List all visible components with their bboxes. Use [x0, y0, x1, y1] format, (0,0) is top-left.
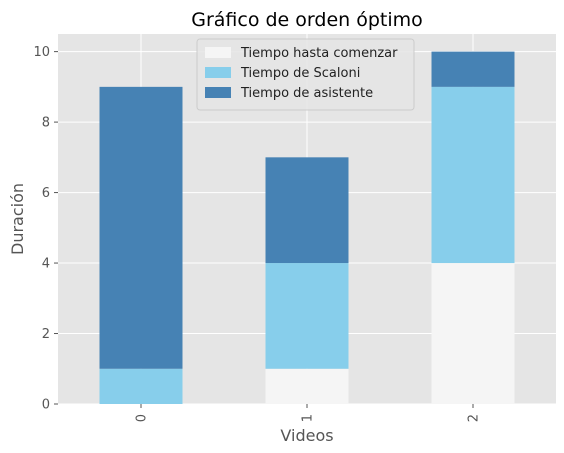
x-axis-label: Videos	[280, 426, 333, 445]
bar-segment-0-1	[265, 368, 349, 404]
bars	[99, 51, 515, 404]
bar-segment-2-2	[431, 51, 515, 87]
y-tick-label: 2	[42, 327, 50, 342]
x-tick-label: 0	[135, 414, 150, 422]
y-tick-label: 6	[42, 186, 50, 201]
legend-swatch	[205, 47, 231, 58]
chart-title: Gráfico de orden óptimo	[191, 9, 423, 31]
bar-segment-1-2	[431, 86, 515, 264]
legend-swatch	[205, 87, 231, 98]
bar-segment-1-0	[99, 368, 183, 404]
y-axis-ticks: 0 2 4 6 8 10	[33, 45, 58, 413]
y-tick-label: 0	[42, 398, 50, 413]
legend-entry: Tiempo de asistente	[240, 86, 373, 101]
legend-box	[196, 38, 415, 111]
x-tick-label: 1	[301, 414, 316, 422]
bar-segment-2-0	[99, 86, 183, 369]
x-axis-ticks: 0 1 2	[135, 404, 482, 422]
bar-segment-2-1	[265, 157, 349, 264]
legend-entry: Tiempo de Scaloni	[240, 66, 360, 81]
bar-segment-0-2	[431, 263, 515, 404]
bar-segment-1-1	[265, 263, 349, 369]
y-tick-label: 4	[42, 257, 50, 272]
legend: Tiempo hasta comenzar Tiempo de Scaloni Ti…	[196, 38, 415, 111]
legend-swatch	[205, 67, 231, 78]
legend-entry: Tiempo hasta comenzar	[240, 46, 398, 61]
y-tick-label: 8	[42, 116, 50, 131]
x-tick-label: 2	[467, 414, 482, 422]
y-tick-label: 10	[33, 45, 50, 60]
y-axis-label: Duración	[8, 183, 27, 255]
